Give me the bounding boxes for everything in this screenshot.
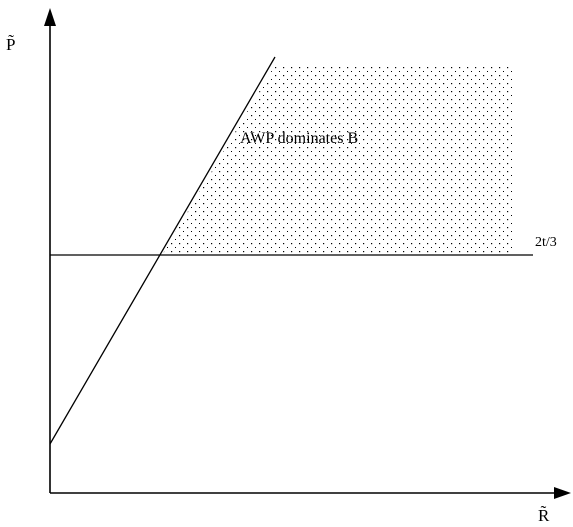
diagonal-line — [49, 56, 276, 445]
threshold-label: 2t/3 — [535, 235, 557, 250]
x-axis-arrowhead — [554, 487, 571, 499]
region-label: AWP dominates B — [240, 130, 358, 147]
x-axis-label: R̃ — [538, 506, 550, 525]
y-axis-arrowhead — [44, 8, 56, 26]
y-axis-label: P̃ — [6, 35, 15, 54]
dominance-region — [162, 65, 513, 255]
